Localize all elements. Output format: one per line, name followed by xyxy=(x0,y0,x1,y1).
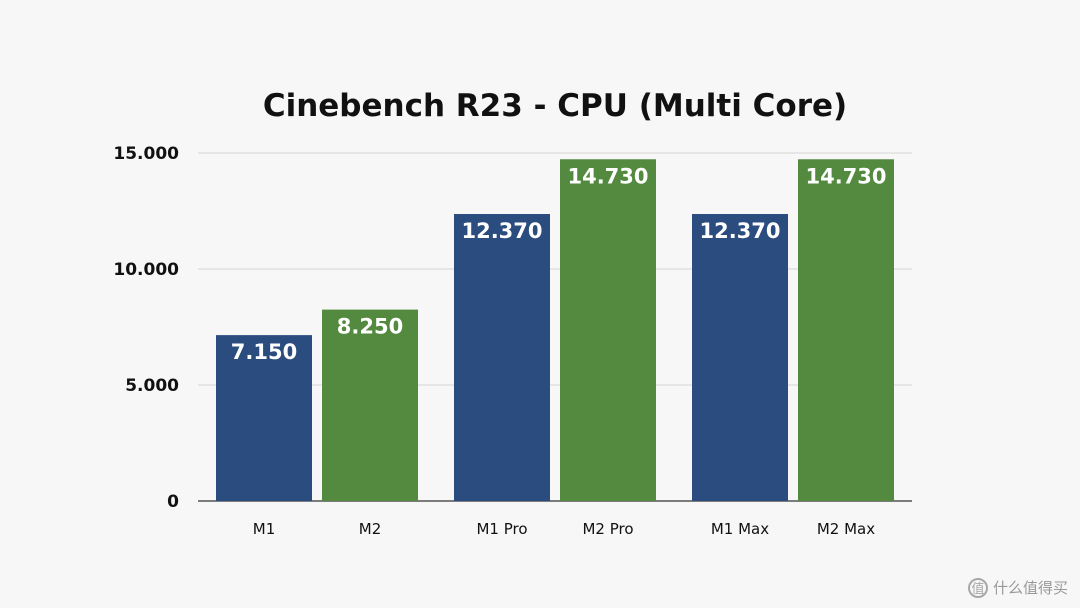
data-labels: 7.150 8.250 12.370 14.730 12.370 14.730 xyxy=(231,164,887,364)
y-tick-label: 10.000 xyxy=(113,260,179,280)
data-label: 7.150 xyxy=(231,340,297,364)
bar-m1 xyxy=(216,335,312,501)
bar-m2-pro xyxy=(560,159,656,501)
watermark-text: 什么值得买 xyxy=(992,579,1068,597)
data-label: 12.370 xyxy=(461,219,542,243)
x-axis-ticks: M1 M2 M1 Pro M2 Pro M1 Max M2 Max xyxy=(253,520,876,538)
x-tick-label: M1 Max xyxy=(711,520,769,538)
y-tick-label: 15.000 xyxy=(113,144,179,164)
data-label: 8.250 xyxy=(337,315,403,339)
bar-m1-max xyxy=(692,214,788,502)
x-tick-label: M2 xyxy=(359,520,382,538)
data-label: 14.730 xyxy=(567,164,648,188)
bar-m1-pro xyxy=(454,214,550,502)
watermark: 值 什么值得买 xyxy=(967,577,1068,598)
y-tick-label: 5.000 xyxy=(125,376,179,396)
gridlines xyxy=(198,152,912,502)
data-label: 14.730 xyxy=(805,164,886,188)
zhi-circle-icon: 值 xyxy=(967,577,988,598)
x-tick-label: M2 Max xyxy=(817,520,875,538)
x-tick-label: M1 Pro xyxy=(476,520,527,538)
chart-title: Cinebench R23 - CPU (Multi Core) xyxy=(263,88,847,124)
bar-m2-max xyxy=(798,159,894,501)
y-axis-ticks: 0 5.000 10.000 15.000 xyxy=(113,144,179,512)
data-label: 12.370 xyxy=(699,219,780,243)
bar-m2 xyxy=(322,309,418,501)
x-tick-label: M1 xyxy=(253,520,276,538)
bars xyxy=(216,159,894,502)
y-tick-label: 0 xyxy=(167,492,179,512)
x-tick-label: M2 Pro xyxy=(582,520,633,538)
